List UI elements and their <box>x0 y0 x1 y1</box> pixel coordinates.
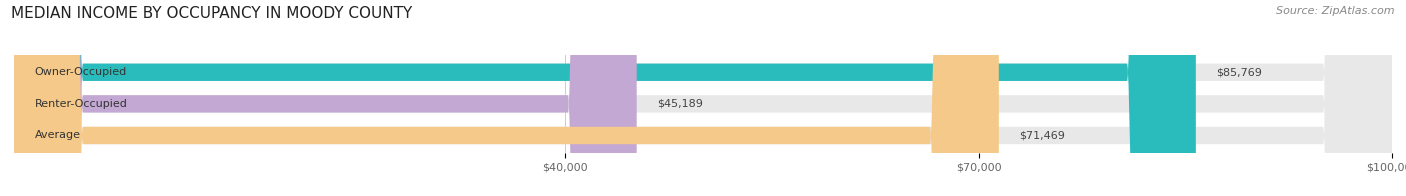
Text: $45,189: $45,189 <box>658 99 703 109</box>
Text: Renter-Occupied: Renter-Occupied <box>35 99 128 109</box>
FancyBboxPatch shape <box>14 0 1392 196</box>
Text: MEDIAN INCOME BY OCCUPANCY IN MOODY COUNTY: MEDIAN INCOME BY OCCUPANCY IN MOODY COUN… <box>11 6 412 21</box>
Text: $85,769: $85,769 <box>1216 67 1263 77</box>
FancyBboxPatch shape <box>14 0 1197 196</box>
Text: $71,469: $71,469 <box>1019 131 1066 141</box>
FancyBboxPatch shape <box>14 0 637 196</box>
FancyBboxPatch shape <box>14 0 998 196</box>
FancyBboxPatch shape <box>14 0 1392 196</box>
Text: Average: Average <box>35 131 80 141</box>
FancyBboxPatch shape <box>14 0 1392 196</box>
Text: Source: ZipAtlas.com: Source: ZipAtlas.com <box>1277 6 1395 16</box>
Text: Owner-Occupied: Owner-Occupied <box>35 67 127 77</box>
